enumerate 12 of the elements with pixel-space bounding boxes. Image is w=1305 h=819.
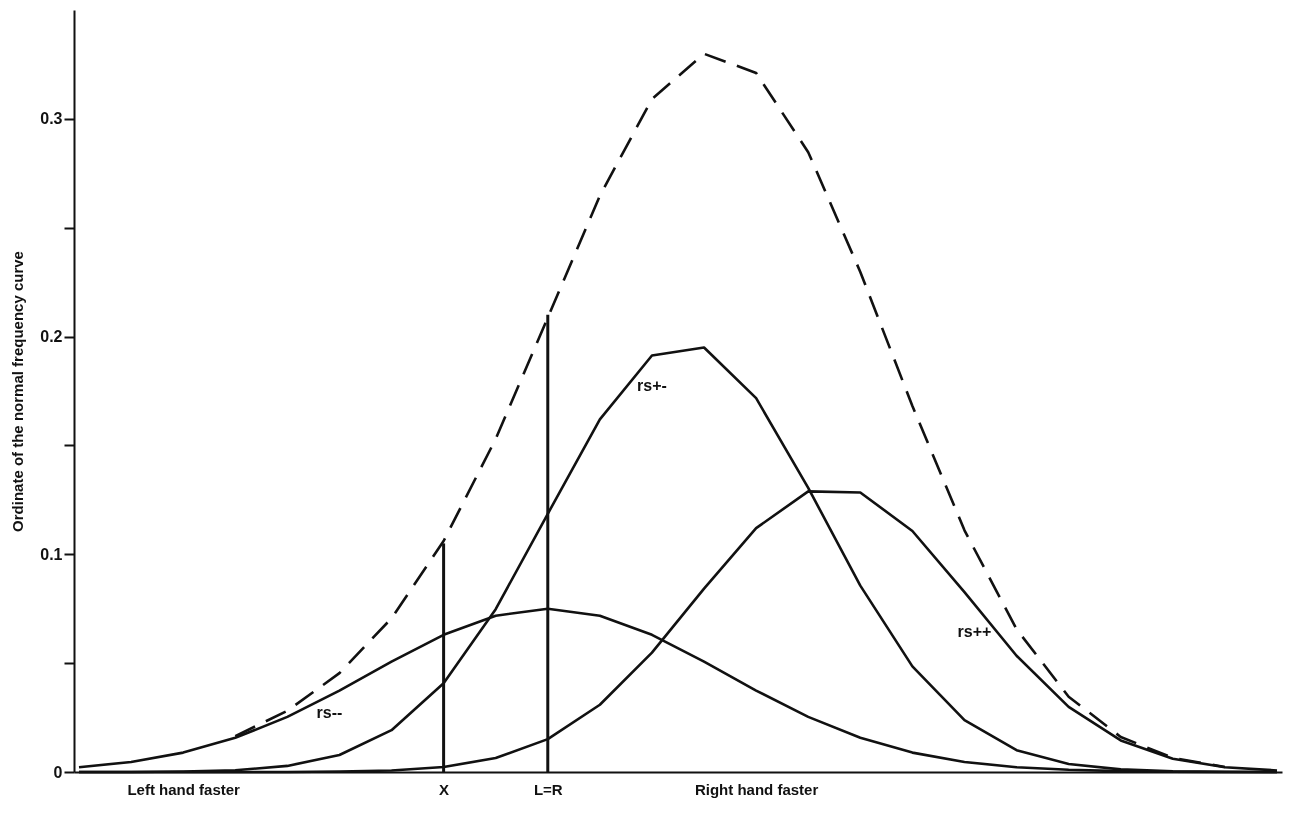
y-axis-title: Ordinate of the normal frequency curve (9, 251, 27, 532)
y-tick-label: 0.3 (40, 110, 63, 128)
series-label: rs+- (637, 376, 667, 394)
y-tick-label: 0.1 (40, 545, 63, 563)
x-tick-label: L=R (533, 780, 563, 798)
y-tick-label: 0 (53, 763, 63, 781)
x-tick-label: X (439, 780, 450, 798)
x-tick-label: Left hand faster (127, 780, 241, 798)
x-tick-label: Right hand faster (694, 780, 819, 798)
y-tick-label: 0.2 (40, 328, 63, 346)
series-label: rs++ (957, 623, 992, 641)
series-label: rs-- (316, 703, 343, 721)
